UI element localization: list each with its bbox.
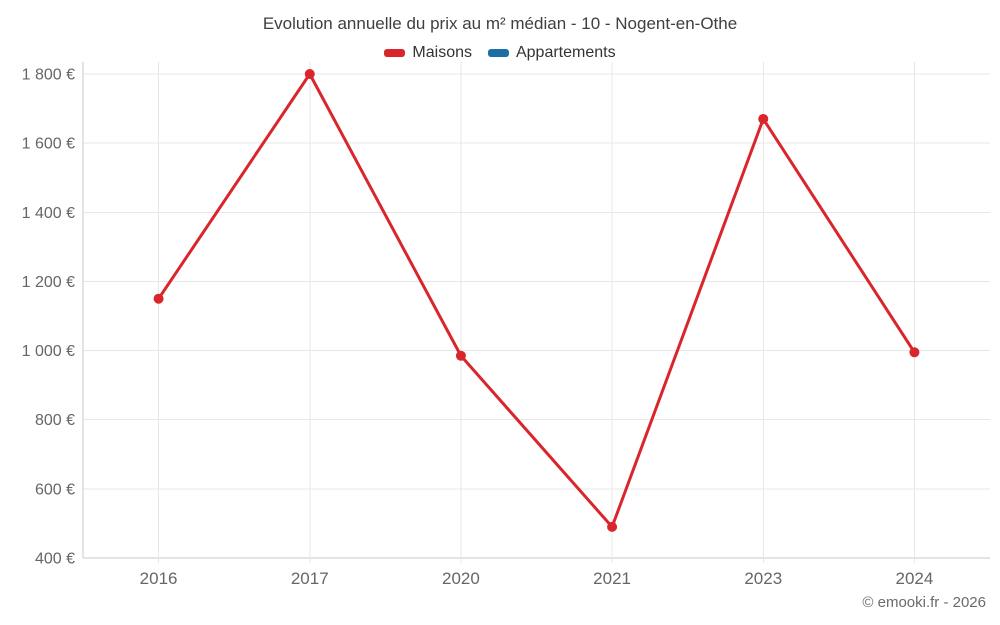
y-axis-tick-label: 1 400 € (22, 205, 75, 222)
copyright-watermark: © emooki.fr - 2026 (862, 594, 986, 611)
y-axis-tick-label: 1 000 € (22, 343, 75, 360)
legend-marker-maisons (384, 49, 406, 57)
maisons-point[interactable] (909, 347, 920, 358)
maisons-line (157, 72, 916, 529)
x-axis-tick-label: 2024 (896, 569, 934, 588)
y-axis-tick-label: 800 € (35, 412, 75, 429)
maisons-point[interactable] (758, 113, 769, 124)
legend-label: Maisons (412, 44, 472, 61)
maisons-point[interactable] (153, 293, 164, 304)
legend-marker-appartements (487, 49, 509, 57)
maisons-point[interactable] (304, 69, 315, 79)
legend: Maisons Appartements (0, 44, 1000, 62)
maisons-point[interactable] (455, 350, 466, 361)
y-axis-tick-label: 1 600 € (22, 136, 75, 153)
y-axis-tick-label: 1 800 € (22, 67, 75, 84)
y-axis-tick-label: 600 € (35, 481, 75, 498)
x-axis-tick-label: 2016 (140, 569, 178, 588)
x-axis-tick-label: 2023 (744, 569, 782, 588)
x-axis-tick-label: 2020 (442, 569, 480, 588)
legend-label: Appartements (515, 44, 616, 61)
x-axis-tick-label: 2017 (291, 569, 329, 588)
legend-item-maisons[interactable]: Maisons (384, 44, 472, 62)
x-axis-tick-label: 2021 (593, 569, 631, 588)
maisons-point[interactable] (607, 521, 618, 532)
chart-title: Evolution annuelle du prix au m² médian … (262, 14, 738, 33)
y-axis-tick-label: 1 200 € (22, 274, 75, 291)
y-axis-tick-label: 400 € (35, 551, 75, 568)
legend-item-appartements[interactable]: Appartements (487, 44, 616, 62)
